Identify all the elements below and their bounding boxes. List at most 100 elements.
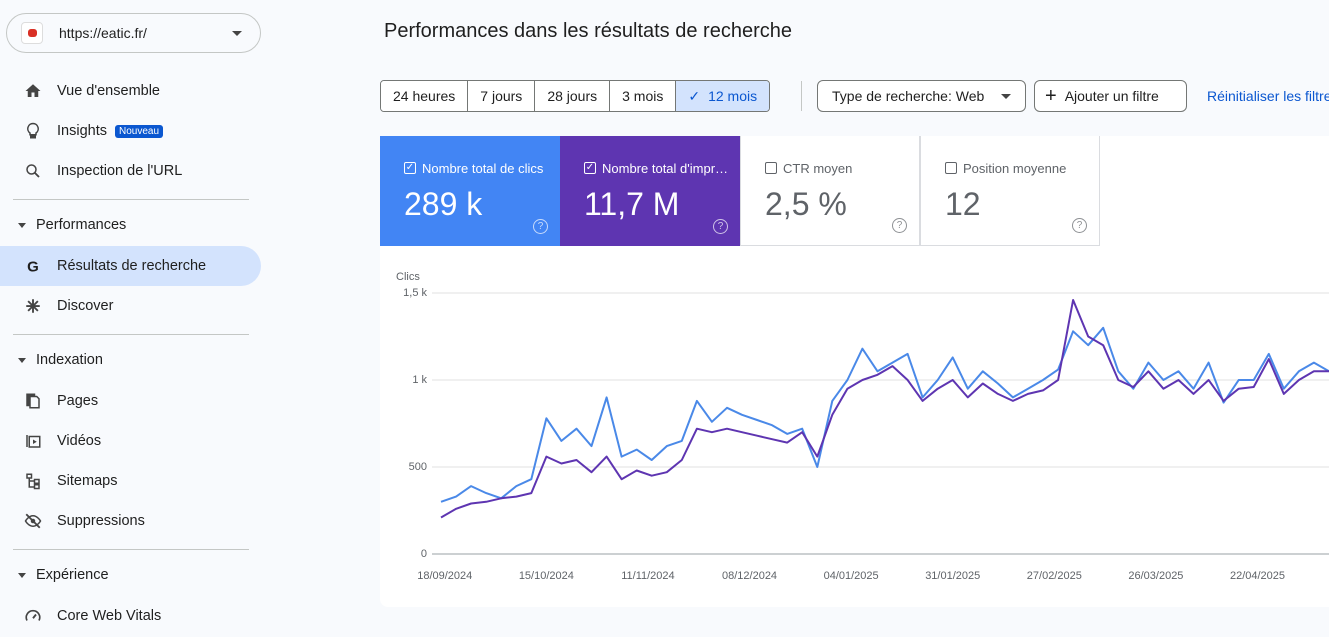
metric-card[interactable]: CTR moyen 2,5 %? [740,136,920,246]
site-url: https://eatic.fr/ [59,25,147,41]
option-label: 12 mois [708,88,758,104]
separator [13,334,249,335]
nav-item[interactable]: Suppressions [0,501,261,541]
search-icon [26,164,40,178]
asterisk-icon [26,299,40,313]
nav-label: Core Web Vitals [57,608,162,624]
help-icon: ? [533,219,548,234]
nav-item[interactable]: Sitemaps [0,461,261,501]
sidebar: https://eatic.fr/ Vue d'ensemble Insight… [0,0,270,637]
nav-label: Pages [57,393,99,409]
metric-header: Position moyenne [945,160,1099,178]
metric-value: 289 k [404,186,483,222]
x-tick-label: 22/04/2025 [1230,570,1285,582]
separator [801,81,802,111]
check-icon: ✓ [688,87,701,104]
metric-header: ✓Nombre total d'impressions [584,160,740,178]
separator [13,199,249,200]
metric-value: 12 [945,186,981,222]
badge: Nouveau [114,124,164,138]
svg-text:G: G [27,258,39,275]
sitemap-icon [26,473,40,490]
x-tick-label: 11/11/2024 [621,570,674,582]
google-icon: G [27,258,39,275]
date-range-option[interactable]: 28 jours [535,81,611,111]
bulb-icon [27,122,39,139]
home-icon [25,84,41,97]
metric-value: 2,5 % [765,186,847,222]
nav-label: Discover [57,298,114,314]
nav-item[interactable]: Vue d'ensemble [0,71,261,111]
date-range-option[interactable]: 7 jours [468,81,536,111]
nav-label: Suppressions [57,513,145,529]
option-label: 7 jours [480,88,523,104]
y-tick-label: 1,5 k [403,287,427,299]
separator [13,549,249,550]
checkbox: ✓ [404,161,416,174]
nav-item[interactable]: Inspection de l'URL [0,151,261,191]
nav-label: Vidéos [57,433,102,449]
add-filter-button[interactable]: + Ajouter un filtre [1034,80,1187,112]
date-range-option[interactable]: 3 mois [610,81,677,111]
x-tick-label: 26/03/2025 [1128,570,1183,582]
gauge-icon [25,609,41,621]
x-tick-label: 31/01/2025 [925,570,980,582]
search-type-button[interactable]: Type de recherche: Web [817,80,1026,112]
favicon [21,22,43,44]
option-label: 28 jours [547,88,598,104]
pages-icon [26,393,40,409]
metric-card[interactable]: Position moyenne 12? [920,136,1100,246]
help-icon: ? [892,218,907,233]
help-icon: ? [713,219,728,234]
nav-label: Sitemaps [57,473,118,489]
x-tick-label: 08/12/2024 [722,570,777,582]
nav-item[interactable]: Discover [0,286,261,326]
nav-label: Inspection de l'URL [57,163,183,179]
section-title[interactable]: Expérience [18,567,109,583]
video-icon [26,435,41,448]
metric-header: CTR moyen [765,160,919,178]
date-range-option[interactable]: ✓ 12 mois [676,81,770,111]
y-tick-label: 1 k [412,374,427,386]
x-tick-label: 15/10/2024 [519,570,574,582]
date-range-option[interactable]: 24 heures [381,81,469,111]
nav-item[interactable]: Vidéos [0,421,261,461]
y-axis-label: Clics [396,271,420,283]
metric-card[interactable]: ✓Nombre total d'impressions 11,7 M? [560,136,740,246]
nav-item[interactable]: Pages [0,381,261,421]
reset-link[interactable]: Réinitialiser les filtres [1207,88,1329,104]
checkbox: ✓ [584,161,596,174]
page-title: Performances dans les résultats de reche… [384,20,792,42]
help-icon: ? [1072,218,1087,233]
option-label: 3 mois [622,88,664,104]
checkbox [765,161,777,174]
date-range-selector: 24 heures 7 jours 28 jours 3 mois ✓ 12 mois [380,80,771,112]
y-tick-label: 0 [421,548,427,560]
metric-card[interactable]: ✓ Nombre total de clics 289 k? [380,136,560,246]
plus-icon: + [1045,85,1057,107]
checkbox [945,161,957,174]
site-selector[interactable]: https://eatic.fr/ [6,13,261,53]
section-title[interactable]: Performances [18,217,126,233]
x-tick-label: 27/02/2025 [1027,570,1082,582]
nav-label: Résultats de recherche [57,258,207,274]
data-line [440,299,1329,519]
nav-item[interactable]: G Résultats de recherche [0,246,261,286]
section-title[interactable]: Indexation [18,352,103,368]
x-tick-label: 18/09/2024 [417,570,472,582]
nav-item[interactable]: Insights Nouveau [0,111,261,151]
button-label: Ajouter un filtre [1064,88,1159,104]
metric-header: ✓ Nombre total de clics [404,160,560,178]
nav-item[interactable]: Core Web Vitals [0,596,261,636]
y-tick-label: 500 [409,461,427,473]
hide-icon [24,513,42,529]
x-tick-label: 04/01/2025 [824,570,879,582]
metric-value: 11,7 M [584,186,680,222]
nav-label: Insights [57,123,107,139]
option-label: 24 heures [393,88,456,104]
data-line [440,326,1329,503]
dropdown-caret [232,31,242,41]
